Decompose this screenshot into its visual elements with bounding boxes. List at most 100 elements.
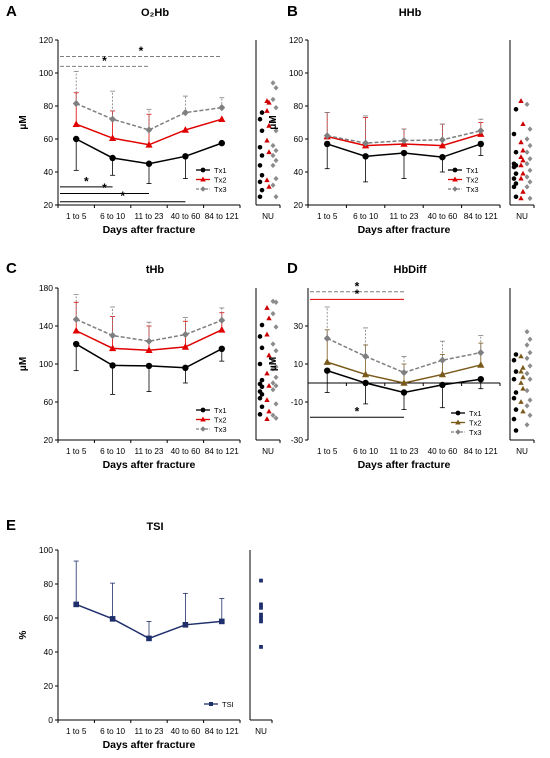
nu-point-tx3 bbox=[270, 96, 276, 103]
x-tick-label: 84 to 121 bbox=[205, 447, 240, 456]
nu-label: NU bbox=[255, 727, 267, 736]
data-point-tx3 bbox=[362, 352, 369, 360]
data-point-tsi bbox=[146, 635, 152, 642]
nu-point-tx2 bbox=[520, 374, 526, 380]
x-tick-label: 6 to 10 bbox=[353, 447, 378, 456]
nu-point-tx2 bbox=[518, 139, 524, 145]
data-point-tx3 bbox=[362, 139, 369, 147]
nu-point-tx1 bbox=[511, 176, 517, 181]
x-tick-label: 11 to 23 bbox=[135, 727, 164, 736]
nu-point-tx3 bbox=[527, 167, 533, 174]
x-tick-label: 40 to 60 bbox=[171, 212, 201, 221]
panel-letter: A bbox=[6, 3, 17, 20]
y-tick-label: 20 bbox=[44, 681, 54, 691]
x-tick-label: 1 to 5 bbox=[66, 727, 87, 736]
data-point-tx1 bbox=[145, 160, 153, 167]
nu-point-tx1 bbox=[259, 187, 265, 193]
nu-point-tx3 bbox=[273, 374, 279, 380]
series-line-tx3 bbox=[327, 130, 481, 144]
data-point-tx1 bbox=[439, 381, 446, 389]
significance-star: * bbox=[355, 405, 360, 419]
nu-point-tx1 bbox=[257, 179, 263, 185]
x-tick-label: 40 to 60 bbox=[428, 212, 458, 221]
nu-point-tx1 bbox=[513, 369, 519, 374]
data-point-tx1 bbox=[218, 139, 225, 147]
y-tick-label: 10 bbox=[294, 359, 304, 369]
y-tick-label: 100 bbox=[289, 68, 303, 78]
nu-point-tx3 bbox=[270, 80, 276, 86]
nu-point-tx3 bbox=[273, 348, 279, 354]
x-tick-label: 84 to 121 bbox=[205, 727, 240, 736]
panel-title: HbDiff bbox=[394, 264, 427, 276]
nu-point-tx2 bbox=[520, 147, 526, 153]
nu-point-tx1 bbox=[259, 173, 265, 178]
nu-point-tsi bbox=[259, 605, 263, 610]
x-axis-label: Days after fracture bbox=[358, 224, 451, 236]
data-point-tx1 bbox=[439, 153, 446, 161]
nu-point-tx3 bbox=[524, 174, 530, 180]
nu-point-tx1 bbox=[511, 395, 517, 401]
nu-point-tx2 bbox=[518, 353, 524, 359]
nu-point-tx1 bbox=[513, 149, 519, 155]
significance-star: * bbox=[139, 44, 144, 58]
nu-label: NU bbox=[516, 447, 528, 456]
panel-title: TSI bbox=[146, 521, 163, 533]
data-point-tx2 bbox=[72, 120, 80, 127]
nu-point-tx1 bbox=[513, 171, 519, 176]
nu-point-tx3 bbox=[270, 386, 276, 393]
y-tick-label: 20 bbox=[294, 200, 304, 210]
legend-marker bbox=[200, 416, 206, 422]
legend-label: Tx3 bbox=[469, 428, 482, 437]
nu-point-tx1 bbox=[513, 194, 519, 200]
nu-point-tx3 bbox=[524, 329, 530, 335]
data-point-tx3 bbox=[439, 136, 446, 144]
legend-marker bbox=[200, 186, 206, 192]
panel-title: O₂Hb bbox=[141, 7, 169, 19]
nu-point-tsi bbox=[259, 616, 263, 620]
legend-marker bbox=[200, 407, 206, 413]
data-point-tx3 bbox=[400, 368, 408, 377]
legend-marker bbox=[452, 167, 458, 173]
data-point-tx2 bbox=[109, 134, 117, 141]
x-tick-label: 40 to 60 bbox=[171, 727, 201, 736]
y-tick-label: 180 bbox=[39, 283, 53, 293]
nu-point-tx1 bbox=[257, 144, 263, 150]
nu-point-tx1 bbox=[259, 128, 265, 134]
y-tick-label: 60 bbox=[294, 134, 304, 144]
nu-point-tx2 bbox=[518, 154, 524, 160]
nu-point-tx3 bbox=[273, 401, 279, 407]
nu-point-tx2 bbox=[520, 385, 526, 391]
legend-marker bbox=[455, 429, 461, 435]
nu-point-tx1 bbox=[259, 322, 265, 328]
panel-b: B HHb 20 40 60 80 100 120 μM 1 to 5 6 to 10 11 to 2… bbox=[268, 3, 535, 236]
data-point-tx3 bbox=[400, 137, 408, 145]
legend-marker bbox=[200, 426, 206, 432]
data-point-tx1 bbox=[400, 389, 408, 396]
nu-point-tx3 bbox=[524, 355, 530, 361]
x-tick-label: 11 to 23 bbox=[390, 212, 419, 221]
nu-point-tx3 bbox=[273, 299, 279, 305]
panel-letter: D bbox=[287, 260, 298, 277]
nu-point-tx1 bbox=[511, 376, 517, 382]
data-point-tsi bbox=[73, 601, 79, 608]
nu-point-tx2 bbox=[264, 370, 270, 376]
data-point-tx3 bbox=[182, 330, 189, 339]
nu-point-tx3 bbox=[270, 118, 276, 124]
data-point-tx3 bbox=[145, 126, 153, 134]
nu-point-tx1 bbox=[259, 377, 265, 383]
y-tick-label: 20 bbox=[44, 200, 54, 210]
data-point-tx1 bbox=[324, 367, 331, 374]
nu-point-tx3 bbox=[270, 366, 276, 372]
y-axis-label: μM bbox=[18, 115, 29, 129]
panel-a: A O₂Hb 20 40 60 80 100 120 μM 1 to 5 6 to 10 11 to … bbox=[6, 3, 281, 236]
nu-point-tx3 bbox=[270, 162, 276, 169]
nu-point-tx2 bbox=[518, 98, 524, 103]
x-axis-label: Days after fracture bbox=[103, 224, 196, 236]
nu-label: NU bbox=[262, 447, 274, 456]
y-tick-label: 80 bbox=[44, 579, 54, 589]
nu-point-tx1 bbox=[511, 164, 517, 170]
panel-d: D HbDiff -30 -10 10 30 μM 1 to 5 6 to 10 11 to 23… bbox=[268, 260, 535, 471]
legend-label: Tx3 bbox=[466, 185, 479, 194]
nu-point-tx3 bbox=[270, 341, 276, 347]
